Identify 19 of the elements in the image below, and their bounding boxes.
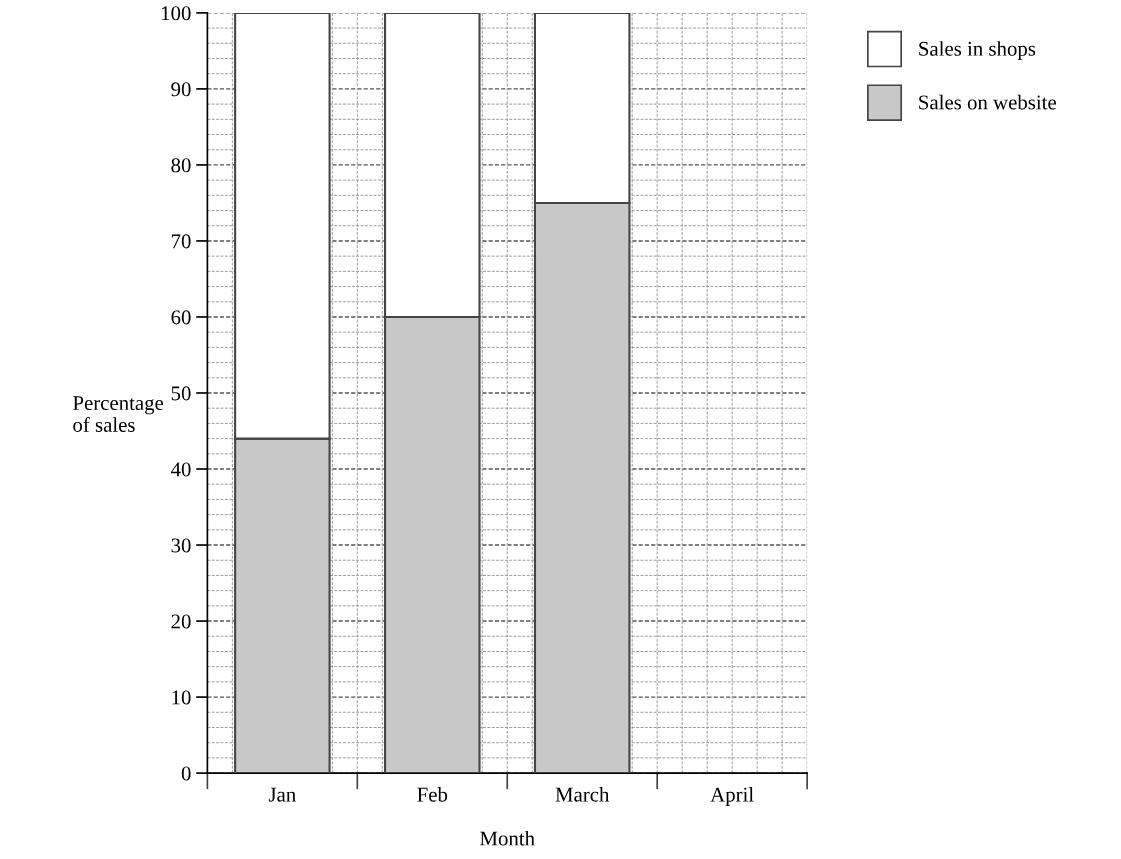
y-tick-label: 90 — [171, 82, 191, 97]
x-tick-label: April — [710, 786, 754, 806]
x-axis-title: Month — [480, 830, 535, 846]
y-tick-label: 40 — [170, 462, 191, 477]
y-tick-label: 80 — [171, 158, 191, 173]
x-tick-label: March — [555, 786, 610, 802]
y-tick-label: 60 — [171, 310, 191, 325]
x-tick-label: Jan — [268, 787, 296, 802]
legend-label: Sales on website — [919, 94, 1056, 110]
y-tick-label: 0 — [181, 766, 191, 781]
y-tick-label: 30 — [171, 538, 191, 553]
y-tick-label: 10 — [172, 690, 191, 705]
y-tick-label: 70 — [171, 234, 191, 249]
y-tick-label: 20 — [171, 614, 191, 629]
legend-label: Sales in shops — [919, 41, 1036, 61]
y-tick-label: 50 — [171, 386, 191, 401]
y-axis-title: Percentage of sales — [73, 396, 164, 432]
y-tick-label: 100 — [162, 6, 191, 21]
x-tick-label: Feb — [417, 786, 448, 802]
